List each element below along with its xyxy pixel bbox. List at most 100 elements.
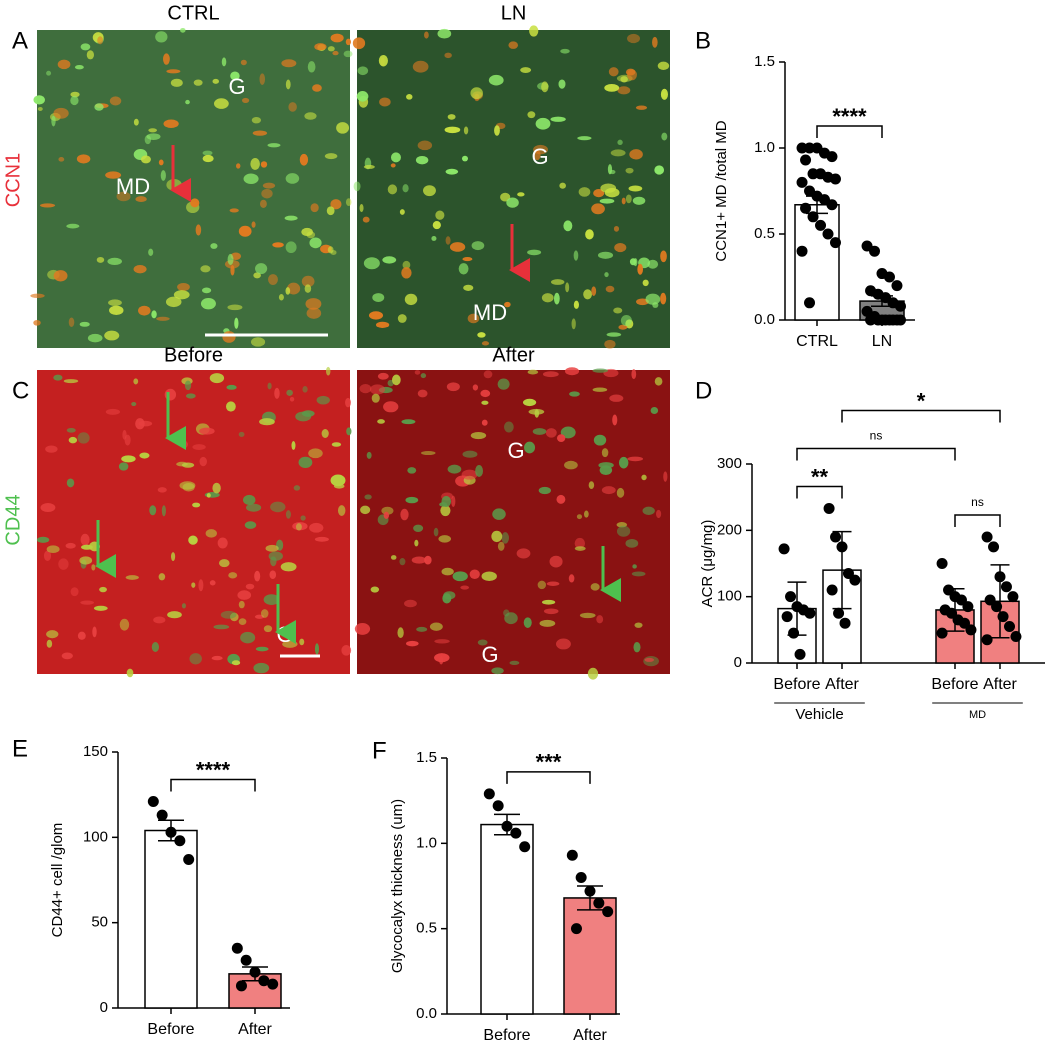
data-point [1010,630,1022,642]
data-point [240,954,252,966]
texture [133,118,139,126]
texture [285,173,300,184]
texture [535,117,551,130]
texture [212,78,220,84]
texture [213,624,230,630]
texture [356,91,369,102]
significance-label: ns [971,495,984,509]
texture [392,374,401,386]
data-point [962,601,974,613]
texture [573,300,580,309]
texture [138,305,151,316]
texture [420,373,427,379]
data-point [570,923,582,935]
texture [336,122,350,134]
error-bar [577,885,603,911]
texture [171,552,176,562]
texture [573,250,579,261]
texture [618,456,629,469]
texture [584,510,589,518]
texture [305,298,322,310]
texture [304,112,317,120]
texture [226,384,237,390]
texture [68,436,78,444]
y-tick-label: 0.5 [754,225,775,242]
texture [327,246,334,254]
texture [377,419,385,424]
texture [583,289,593,300]
texture [488,74,504,86]
texture [109,305,124,316]
texture [503,609,510,617]
texture [462,257,473,262]
texture [321,429,329,438]
texture [614,242,627,253]
bar [563,897,617,1015]
data-point [981,531,993,543]
texture [160,170,166,181]
texture [345,198,352,207]
data-point [826,151,838,163]
texture [119,618,130,631]
texture [354,623,371,635]
texture [250,157,260,170]
texture [99,586,107,593]
texture [241,97,250,103]
texture [627,69,637,81]
texture [260,161,268,168]
texture [416,626,428,632]
texture [642,279,649,287]
texture [87,333,103,343]
data-point [602,906,614,918]
texture [377,372,389,380]
texture [661,132,668,141]
texture [587,667,599,680]
x-tick-label: Before [483,1027,530,1044]
texture [324,153,338,160]
texture [556,494,566,504]
error-bar [494,813,520,836]
texture [563,220,573,232]
texture [173,290,190,300]
texture [470,431,487,440]
texture [51,115,56,127]
texture [77,432,90,444]
texture [601,448,609,458]
texture [252,130,268,136]
texture [167,611,182,619]
texture [620,315,632,327]
texture [278,294,284,301]
texture [170,78,183,87]
x-tick-label: After [825,676,859,693]
texture [220,610,237,619]
texture [80,43,91,51]
texture [634,622,643,628]
significance-bracket [954,514,1001,527]
texture [375,321,390,328]
error-bar [990,564,1010,639]
texture [660,292,667,305]
texture [424,31,429,39]
texture [368,311,384,320]
texture [652,36,658,48]
texture [201,287,212,294]
texture [104,330,120,341]
texture [483,370,493,379]
texture [417,389,428,398]
data-point [156,809,168,821]
data-point [519,841,531,853]
texture [599,465,613,475]
texture [299,153,309,166]
texture [237,590,252,600]
texture [68,317,75,328]
texture [213,98,229,109]
texture [370,586,380,593]
texture [135,196,147,203]
texture [198,579,204,592]
texture [341,645,352,656]
texture [541,599,556,605]
texture [397,314,407,323]
texture [274,387,280,399]
texture [260,609,269,618]
texture [475,465,484,477]
